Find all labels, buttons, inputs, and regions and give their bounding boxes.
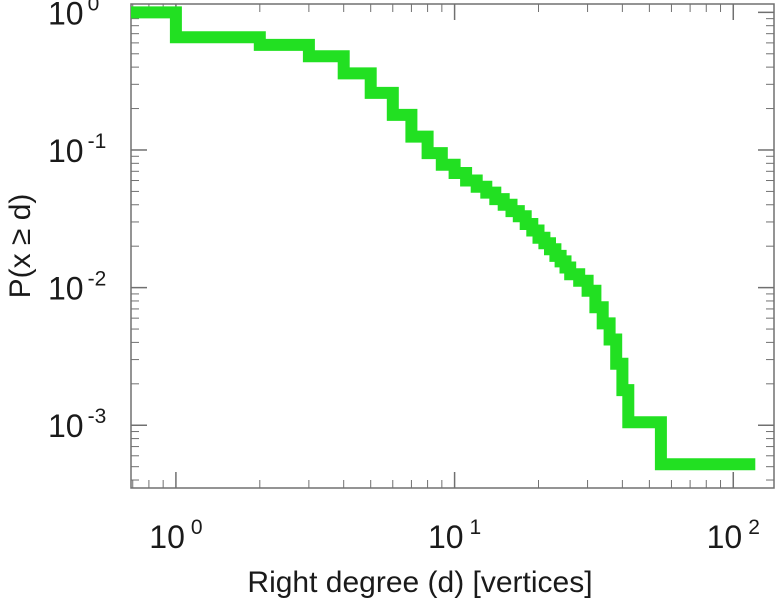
y-axis-title: P(x ≥ d) [4, 194, 37, 299]
x-tick-label: 10 2 [707, 516, 760, 555]
plot-frame [130, 3, 775, 489]
x-axis-title: Right degree (d) [vertices] [247, 566, 592, 599]
y-tick-label: 10 -2 [48, 268, 106, 307]
series-line [131, 6, 756, 471]
major-ticks [131, 4, 774, 488]
y-tick-label: 10 -3 [48, 405, 106, 444]
y-tick-label: 10 -1 [48, 130, 106, 169]
x-tick-label: 10 0 [149, 516, 202, 555]
x-tick-label: 10 1 [428, 516, 481, 555]
x-tick-labels: 10 0 10 1 10 2 [149, 516, 760, 555]
minor-ticks [131, 4, 774, 488]
y-tick-label: 10 0 [48, 0, 99, 31]
